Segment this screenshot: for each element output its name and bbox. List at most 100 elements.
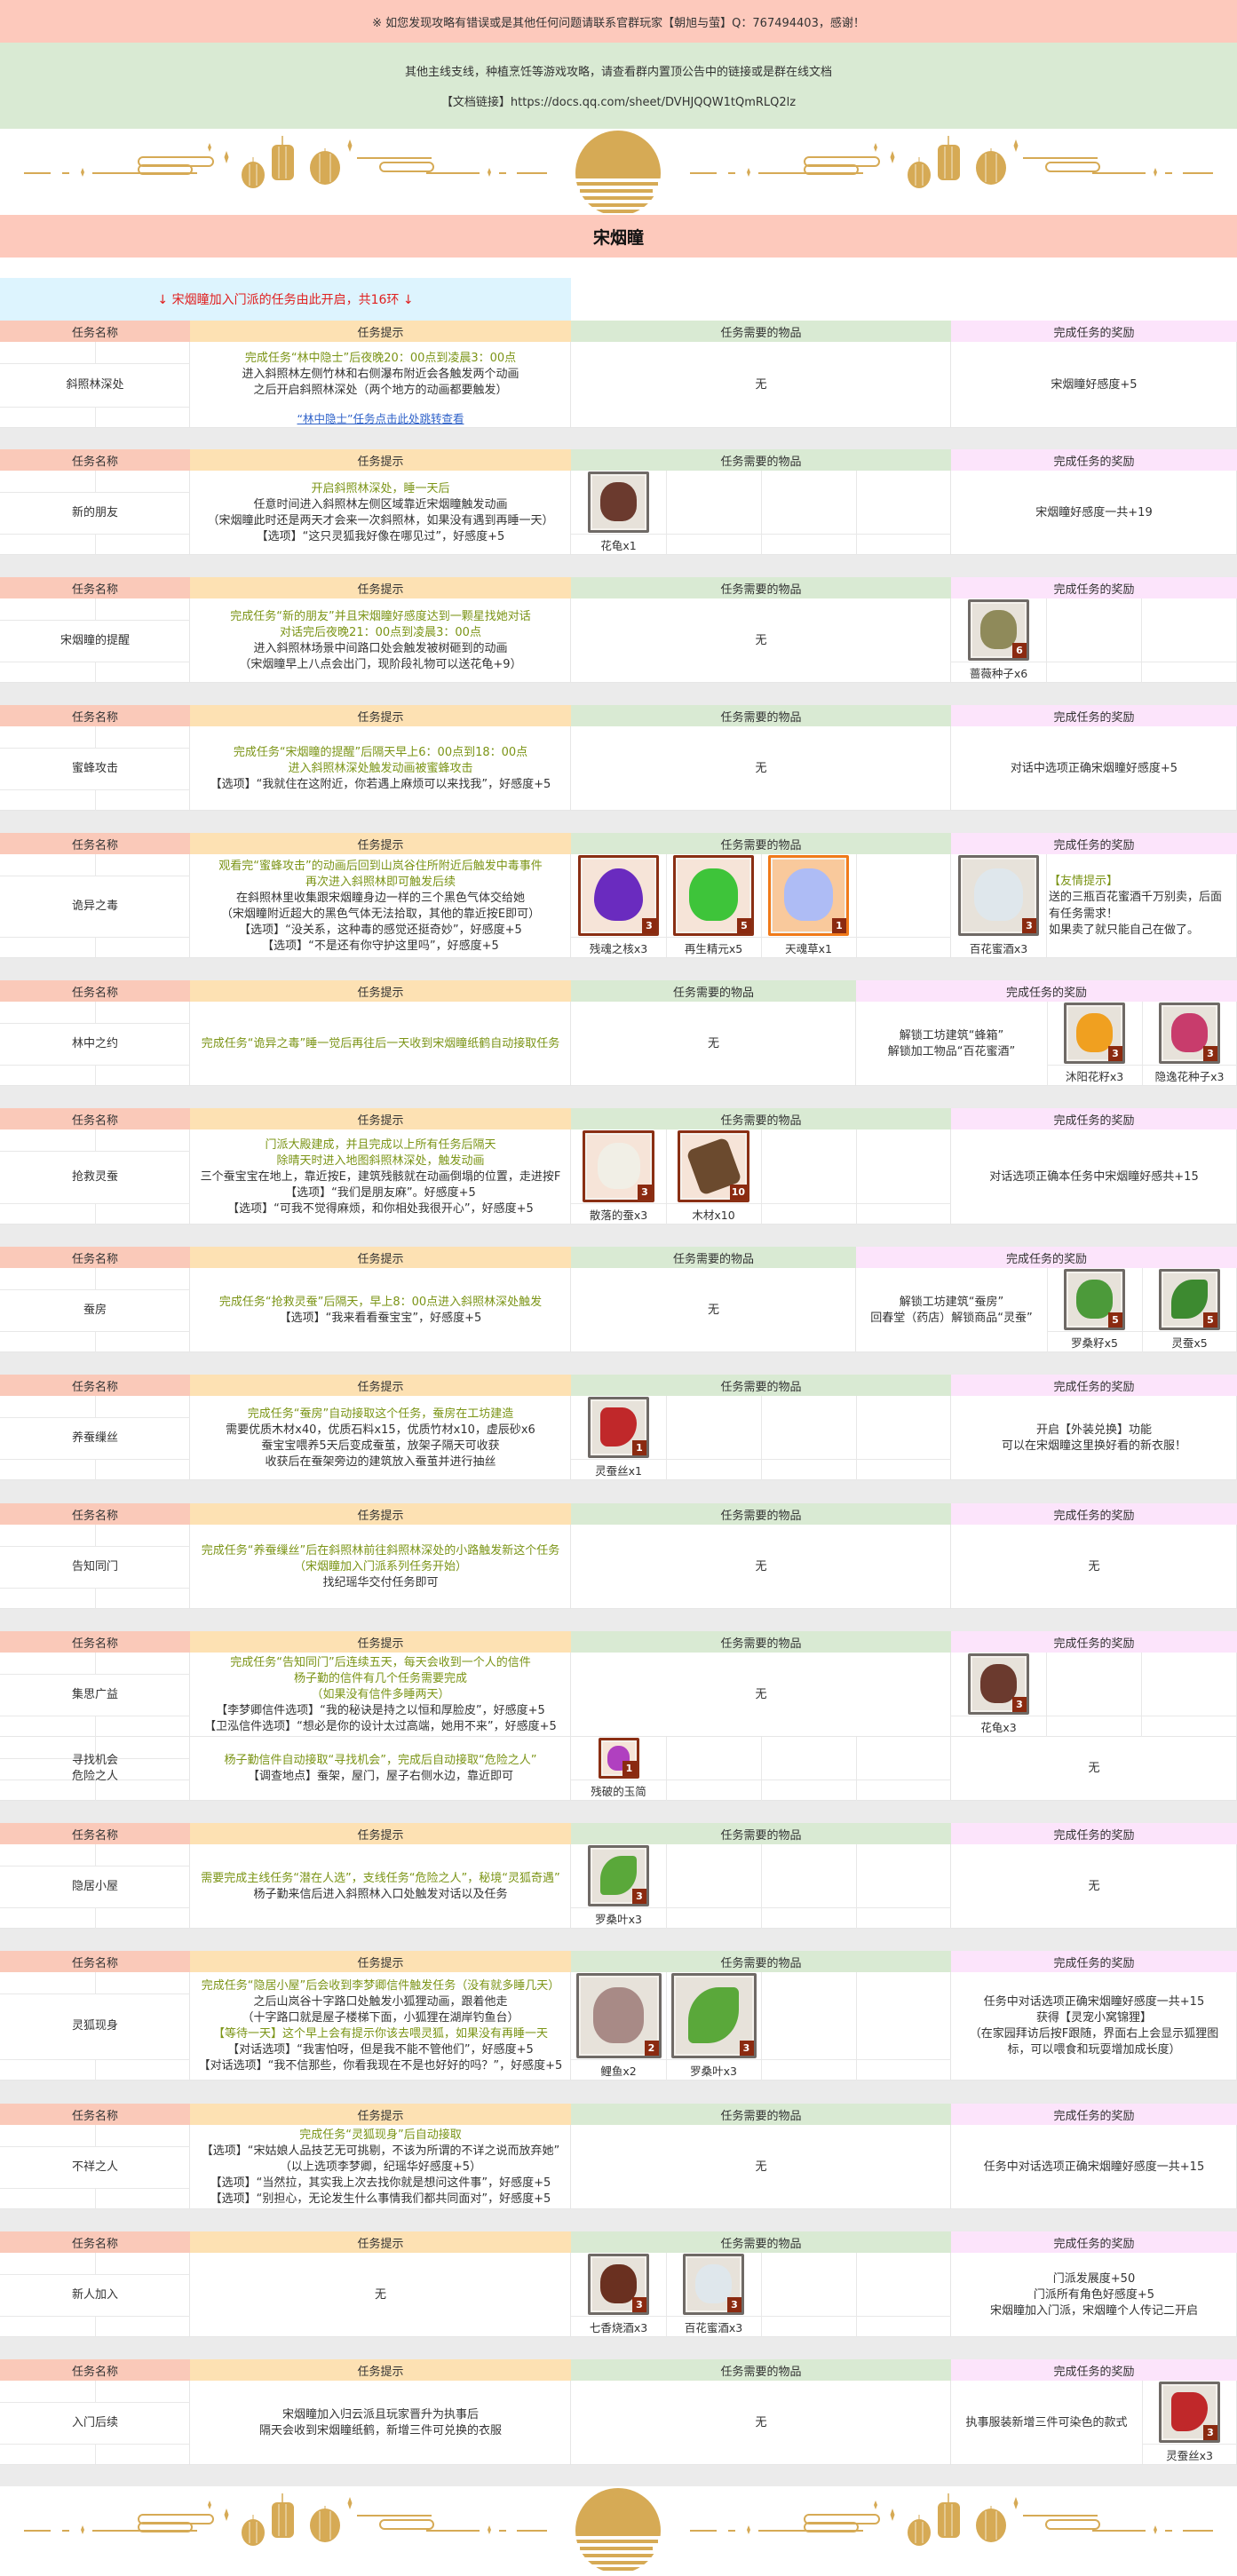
item-card[interactable]: 1 — [588, 1397, 649, 1458]
item-label: 灵蚕x5 — [1171, 1336, 1208, 1350]
grid-line — [0, 1023, 190, 1024]
leaf-icon — [1171, 1279, 1208, 1319]
task-hint-cell — [190, 471, 571, 555]
item-card[interactable]: 3 — [583, 1130, 654, 1202]
task-hint-line: 【对话选项】“我不信那些，你看我现在不是也好好的吗？”，好感度+5 — [198, 2059, 563, 2073]
task-hint-line: （宋烟瞳早上八点会出门，现阶段礼物可以送花龟+9） — [239, 657, 522, 671]
header-required-items: 任务需要的物品 — [571, 577, 951, 598]
grid-line — [0, 2444, 190, 2445]
item-card[interactable]: 1 — [768, 855, 849, 936]
item-card[interactable]: 5 — [673, 855, 754, 936]
task-name-line: 蜜蜂攻击 — [71, 761, 118, 775]
item-count-badge: 3 — [632, 2297, 646, 2312]
task-hint-line: 【选项】“宋姑娘人品技艺无可挑剔，不该为所谓的不详之说而放弃她” — [201, 2144, 560, 2158]
required-items-cell — [571, 598, 951, 683]
item-card[interactable]: 5 — [1064, 1269, 1125, 1330]
required-items-cell — [571, 342, 951, 428]
grid-line — [0, 2316, 190, 2317]
header-required-items: 任务需要的物品 — [571, 321, 951, 342]
required-items-cell — [571, 1653, 951, 1737]
header-reward: 完成任务的奖励 — [951, 1631, 1237, 1653]
task-name-line: 隐居小屋 — [71, 1879, 118, 1893]
item-card[interactable]: 2 — [575, 1973, 662, 2058]
item-count-badge: 3 — [1203, 1046, 1217, 1061]
item-card[interactable] — [588, 472, 649, 533]
item-card[interactable]: 3 — [588, 1845, 649, 1906]
item-card[interactable]: 1 — [598, 1738, 639, 1779]
item-card[interactable]: 10 — [678, 1130, 749, 1202]
reward-text-line: 对话选项正确本任务中宋烟瞳好感共+15 — [989, 1169, 1199, 1184]
item-label: 残魂之核x3 — [589, 941, 648, 955]
header-task-name: 任务名称 — [0, 2359, 190, 2381]
item-count-badge: 3 — [1203, 2425, 1217, 2440]
grid-line — [95, 1459, 96, 1480]
item-card[interactable]: 3 — [670, 1973, 757, 2058]
task-hint-cell — [190, 1002, 571, 1086]
header-task-hint: 任务提示 — [190, 2359, 571, 2381]
grid-line — [95, 471, 96, 492]
grid-line — [0, 2059, 190, 2060]
item-card[interactable]: 3 — [1159, 2382, 1220, 2443]
grid-line — [856, 854, 857, 958]
reward-tip-line: 送的三瓶百花蜜酒千万别卖，后面 — [1049, 891, 1223, 904]
task-hint-cell — [190, 1972, 571, 2081]
item-card[interactable]: 3 — [588, 2254, 649, 2315]
item-card[interactable]: 3 — [578, 855, 659, 936]
item-card[interactable]: 3 — [1159, 1003, 1220, 1064]
task-hint-line: 完成任务“蚕房”自动接取这个任务，蚕房在工坊建造 — [247, 1407, 514, 1421]
reward-text-line: 无 — [1088, 1559, 1100, 1573]
reward-text-line: 获得【灵宠小窝锦狸】 — [1035, 2011, 1152, 2025]
item-card[interactable]: 5 — [1159, 1269, 1220, 1330]
task-hint-line: 需要优质木材x40，优质石料x15，优质竹材x10，虚辰砂x6 — [226, 1423, 535, 1437]
task-hint-line: （如果没有信件多睡两天） — [311, 1687, 450, 1701]
reward-text-line: 门派所有角色好感度+5 — [1033, 2287, 1155, 2302]
grid-line — [95, 2125, 96, 2146]
header-task-hint: 任务提示 — [190, 833, 571, 854]
task-name-line: 危险之人 — [71, 1770, 118, 1783]
task-name: 告知同门 — [0, 1525, 190, 1609]
no-items-text: 无 — [755, 633, 767, 647]
reward-text-line: 对话中选项正确宋烟瞳好感度+5 — [1010, 761, 1178, 775]
grid-line — [856, 2253, 857, 2337]
no-items-text: 无 — [755, 377, 767, 392]
grid-line — [571, 1779, 951, 1780]
item-label: 散落的蚕x3 — [589, 1208, 648, 1222]
header-task-name: 任务名称 — [0, 1631, 190, 1653]
grid-line — [1047, 1002, 1048, 1086]
task-hint-line: 【等待一天】这个早上会有提示你该去喂灵狐，如果没有再睡一天 — [212, 2027, 548, 2041]
task-hint-line: 【选项】“我就住在这附近，你若遇上麻烦可以来找我”，好感度+5 — [210, 777, 551, 791]
reward-text: 宋烟瞳好感度+5 — [951, 342, 1237, 428]
grid-line — [761, 1844, 762, 1929]
task-hint-line: 找纪瑶华交付任务即可 — [322, 1575, 439, 1589]
task-name-line: 蚕房 — [83, 1303, 107, 1317]
header-task-hint: 任务提示 — [190, 1375, 571, 1396]
reward-text-line: 宋烟瞳好感度+5 — [1051, 377, 1138, 392]
grid-line — [95, 1396, 96, 1417]
reward-text-line: 解锁工坊建筑“蜂箱” — [899, 1028, 1004, 1042]
grid-line — [95, 1002, 96, 1023]
item-count-badge: 1 — [832, 918, 846, 933]
page-title: 宋烟瞳 — [592, 227, 644, 248]
seed-bag-icon — [1076, 1279, 1113, 1319]
reward-text: 无 — [951, 1844, 1237, 1929]
item-card[interactable]: 3 — [1064, 1003, 1125, 1064]
item-card[interactable]: 3 — [968, 1653, 1029, 1715]
header-required-items: 任务需要的物品 — [571, 1823, 951, 1844]
task-hint: 完成任务“告知同门”后连续五天，每天会收到一个人的信件 杨子勤的信件有几个任务需要… — [190, 1653, 571, 1737]
task-name-line: 诡异之毒 — [71, 899, 118, 913]
item-card[interactable]: 3 — [683, 2254, 744, 2315]
header-task-name: 任务名称 — [0, 1375, 190, 1396]
reward-cell — [951, 471, 1237, 555]
reward-text-line: 开启【外装兑换】功能 — [1035, 1423, 1152, 1437]
task-hint-line: 需要完成主线任务“潜在人选”，支线任务“危险之人”，秘境“灵狐奇遇” — [201, 1871, 560, 1885]
reward-cell — [951, 1972, 1237, 2081]
doc-link[interactable]: 【文档链接】https://docs.qq.com/sheet/DVHJQQW1… — [440, 96, 797, 110]
grid-line — [0, 1289, 190, 1290]
item-card[interactable]: 3 — [958, 855, 1039, 936]
task-link[interactable]: “林中隐士”任务点击此处跳转查看 — [297, 411, 464, 425]
item-card[interactable]: 6 — [968, 599, 1029, 661]
header-reward: 完成任务的奖励 — [951, 1951, 1237, 1972]
grid-line — [0, 937, 190, 938]
task-name-line: 宋烟瞳的提醒 — [59, 633, 130, 647]
task-name: 集思广益 — [0, 1653, 190, 1737]
